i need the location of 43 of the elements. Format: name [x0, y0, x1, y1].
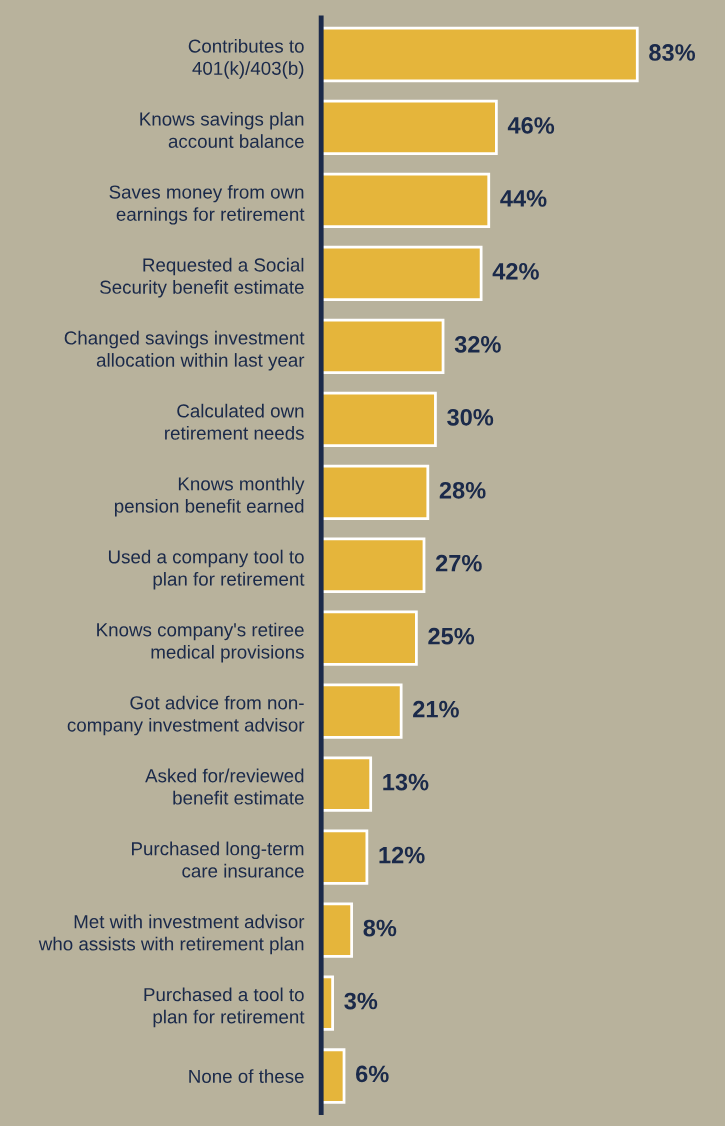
bar — [321, 99, 498, 156]
y-tick-label: Asked for/reviewed benefit estimate — [145, 768, 304, 805]
data-label: 46% — [507, 117, 555, 134]
y-tick-label: Changed savings investment allocation within last year — [64, 330, 305, 371]
bar — [321, 537, 426, 593]
data-label: 28% — [439, 481, 486, 499]
y-tick-label: Knows company's retiree medical provisions — [97, 622, 304, 663]
bar — [321, 26, 639, 83]
data-label: 44% — [500, 190, 547, 207]
y-tick-label: Used a company tool to plan for retirement — [108, 549, 305, 590]
data-label: 13% — [383, 773, 429, 791]
y-tick-label: Knows savings plan account balance — [140, 111, 304, 148]
bar — [321, 829, 369, 885]
data-label: 8% — [363, 919, 397, 937]
data-label: 12% — [379, 846, 425, 864]
data-label: 32% — [454, 335, 501, 353]
bar — [321, 318, 445, 375]
bar — [321, 464, 430, 520]
data-label: 27% — [435, 554, 482, 572]
data-label: 3% — [344, 992, 378, 1010]
y-tick-label: Purchased a tool to plan for retirement — [144, 987, 305, 1028]
bar — [321, 172, 491, 229]
bar — [321, 902, 354, 958]
y-tick-label: Contributes to 401(k)/403(b) — [188, 38, 304, 79]
bar — [321, 683, 403, 739]
data-label: 83% — [649, 44, 696, 61]
bar — [321, 391, 437, 447]
data-label: 6% — [356, 1065, 389, 1083]
y-tick-label: Knows monthly pension benefit earned — [114, 476, 305, 517]
y-tick-label: None of these — [189, 1069, 304, 1083]
y-tick-label: Calculated own retirement needs — [165, 403, 304, 440]
y-tick-label: Saves money from own earnings for retirement — [109, 184, 305, 225]
bar — [321, 245, 483, 302]
y-tick-label: Requested a Social Security benefit estimate — [100, 257, 304, 298]
y-tick-label: Got advice from non- company investment advisor — [67, 695, 305, 736]
bar — [321, 610, 418, 666]
y-tick-label: Met with investment advisor who assists with retirement plan — [38, 914, 305, 955]
data-label: 25% — [428, 627, 475, 645]
data-label: 42% — [492, 263, 539, 280]
bar — [321, 756, 373, 812]
data-label: 30% — [447, 408, 494, 426]
y-tick-label: Purchased long-term care insurance — [132, 841, 304, 878]
data-label: 21% — [413, 700, 459, 718]
